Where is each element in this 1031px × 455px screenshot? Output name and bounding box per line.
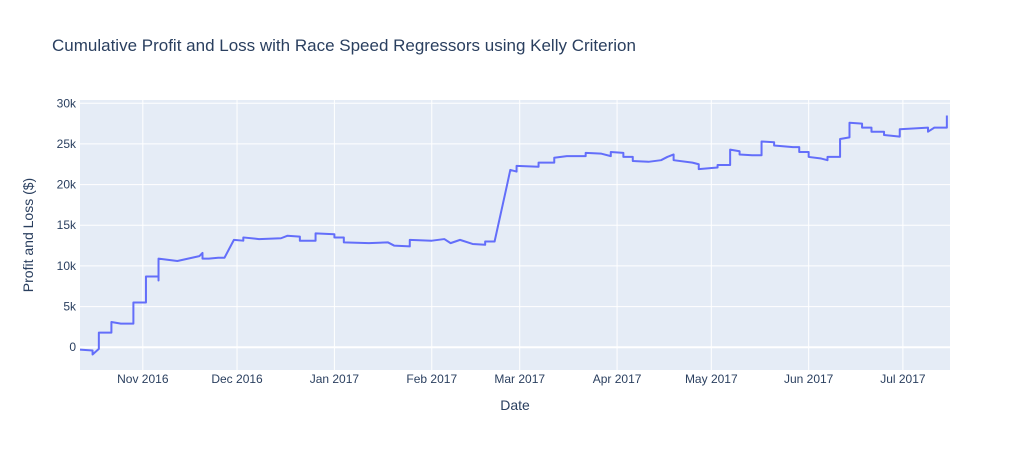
y-tick-label: 25k [57, 137, 77, 151]
y-tick-label: 10k [57, 259, 77, 273]
x-tick-label: Jun 2017 [784, 372, 834, 386]
x-tick-label: May 2017 [685, 372, 738, 386]
x-tick-label: Jan 2017 [310, 372, 360, 386]
x-tick-label: Jul 2017 [880, 372, 926, 386]
x-tick-label: Feb 2017 [406, 372, 457, 386]
x-axis-label: Date [500, 397, 530, 413]
y-tick-label: 0 [69, 340, 76, 354]
y-axis-label: Profit and Loss ($) [20, 178, 36, 292]
x-tick-label: Apr 2017 [593, 372, 642, 386]
y-tick-label: 20k [57, 178, 77, 192]
line [79, 115, 948, 356]
x-tick-label: Dec 2016 [211, 372, 263, 386]
y-tick-label: 30k [57, 96, 77, 110]
x-tick-label: Mar 2017 [494, 372, 545, 386]
chart-title: Cumulative Profit and Loss with Race Spe… [52, 36, 636, 55]
y-tick-label: 15k [57, 218, 77, 232]
plot-area [80, 100, 950, 370]
y-tick-label: 5k [63, 300, 77, 314]
x-tick-label: Nov 2016 [117, 372, 169, 386]
